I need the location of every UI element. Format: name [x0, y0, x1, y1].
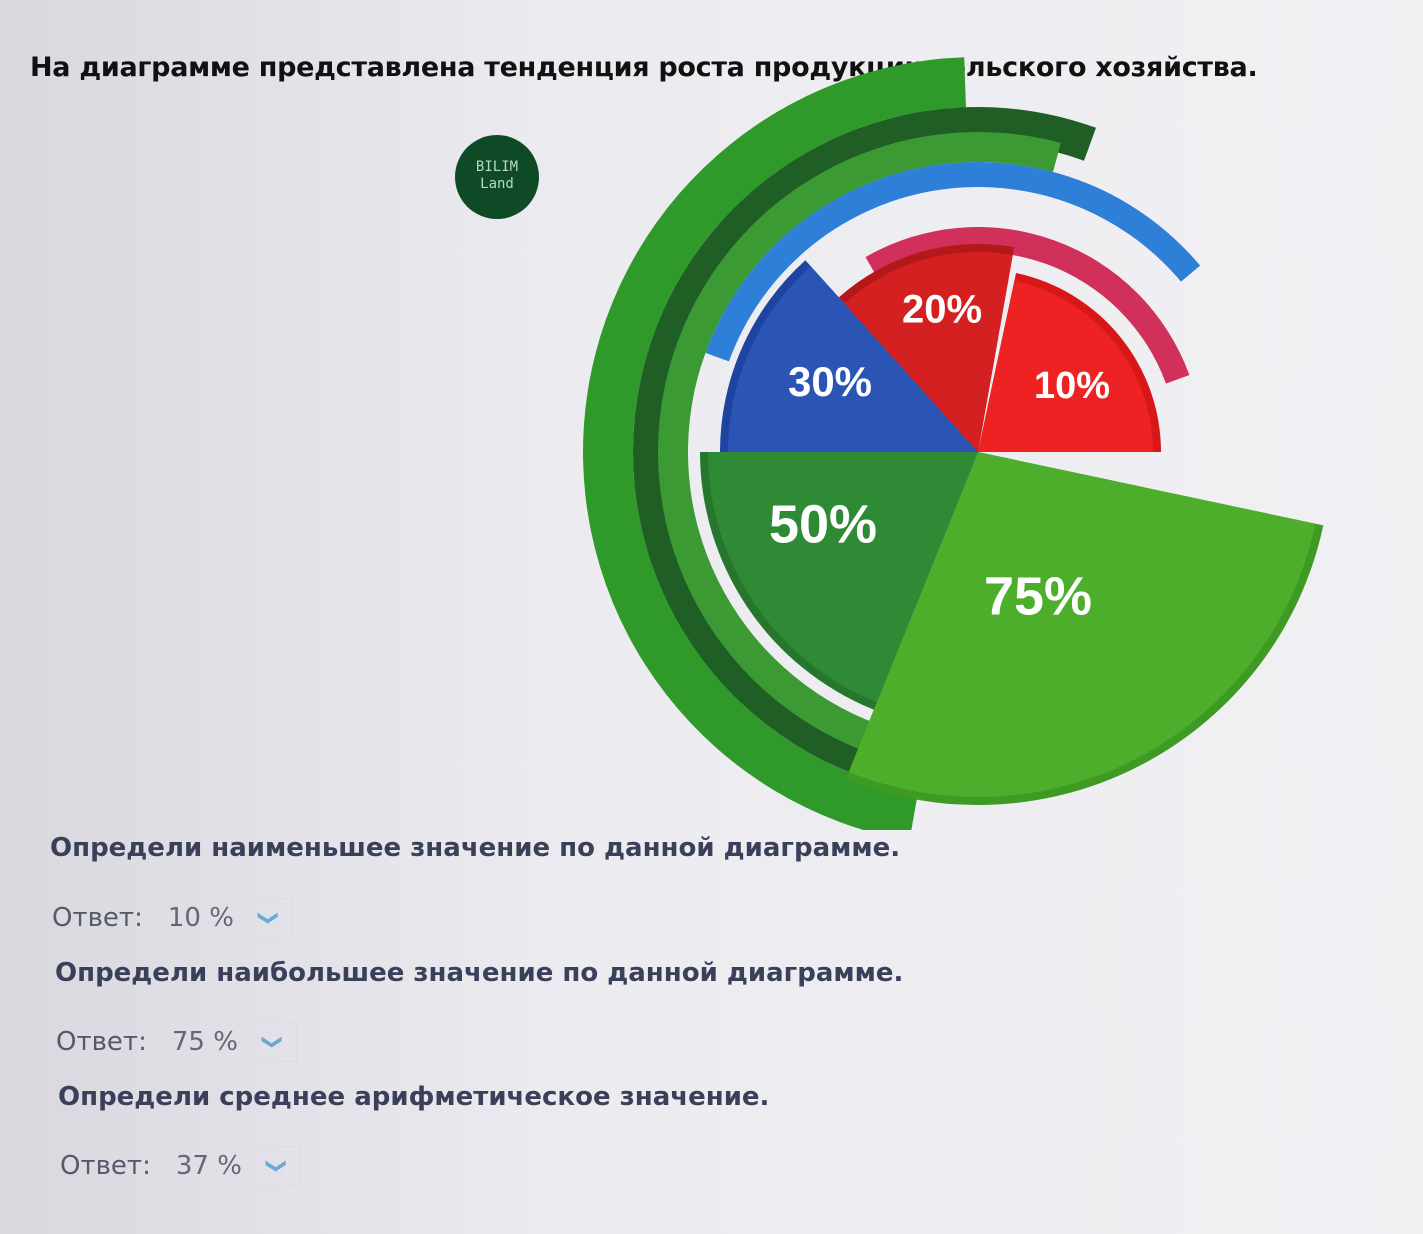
- slice-10: [978, 280, 1153, 452]
- slice-label-50: 50%: [769, 494, 877, 554]
- answer-value: 37 %: [175, 1151, 242, 1181]
- logo-text-2: Land: [480, 176, 514, 192]
- answer-label: Ответ:: [52, 903, 143, 933]
- answer-row-3: Ответ: 37 % ❯: [60, 1146, 301, 1186]
- slice-30: [728, 266, 978, 452]
- chevron-down-icon: ❯: [257, 909, 282, 927]
- answer-label: Ответ:: [60, 1151, 151, 1181]
- question-1: Определи наименьшее значение по данной д…: [50, 833, 901, 863]
- answer-label: Ответ:: [56, 1027, 147, 1057]
- slice-label-30: 30%: [788, 358, 872, 405]
- answer-select-3[interactable]: 37 % ❯: [160, 1146, 301, 1186]
- answer-select-2[interactable]: 75 % ❯: [156, 1022, 297, 1062]
- answer-row-1: Ответ: 10 % ❯: [52, 898, 293, 938]
- slice-label-10: 10%: [1034, 365, 1110, 407]
- answer-value: 75 %: [171, 1027, 238, 1057]
- outer-blue-arc: [705, 162, 1201, 362]
- chevron-down-icon: ❯: [261, 1033, 286, 1051]
- answer-value: 10 %: [167, 903, 234, 933]
- answer-select-1[interactable]: 10 % ❯: [152, 898, 293, 938]
- outer-pink-arc: [865, 226, 1190, 384]
- question-2: Определи наибольшее значение по данной д…: [55, 958, 904, 988]
- question-3: Определи среднее арифметическое значение…: [58, 1082, 770, 1112]
- bilimland-logo: BILIM Land: [455, 135, 539, 219]
- slice-75: [848, 452, 1316, 797]
- slice-label-75: 75%: [984, 566, 1092, 626]
- chevron-down-icon: ❯: [265, 1157, 290, 1175]
- slice-20: [844, 252, 1013, 452]
- answer-row-2: Ответ: 75 % ❯: [56, 1022, 297, 1062]
- logo-text-1: BILIM: [475, 159, 519, 175]
- slice-label-20: 20%: [902, 288, 982, 332]
- outer-green-arc: [583, 57, 966, 830]
- pie-chart: 75% 50% 30% 20% 10%: [583, 57, 1324, 830]
- slice-50: [708, 452, 978, 703]
- page-title: На диаграмме представлена тенденция рост…: [30, 52, 1258, 83]
